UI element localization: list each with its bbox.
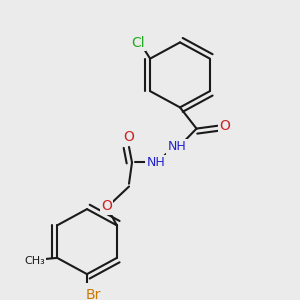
Text: CH₃: CH₃ [24,256,45,266]
Text: NH: NH [147,156,165,169]
Text: O: O [220,119,230,133]
Text: NH: NH [168,140,186,154]
Text: O: O [101,199,112,213]
Text: Cl: Cl [131,36,145,50]
Text: Br: Br [85,288,101,300]
Text: O: O [124,130,134,144]
